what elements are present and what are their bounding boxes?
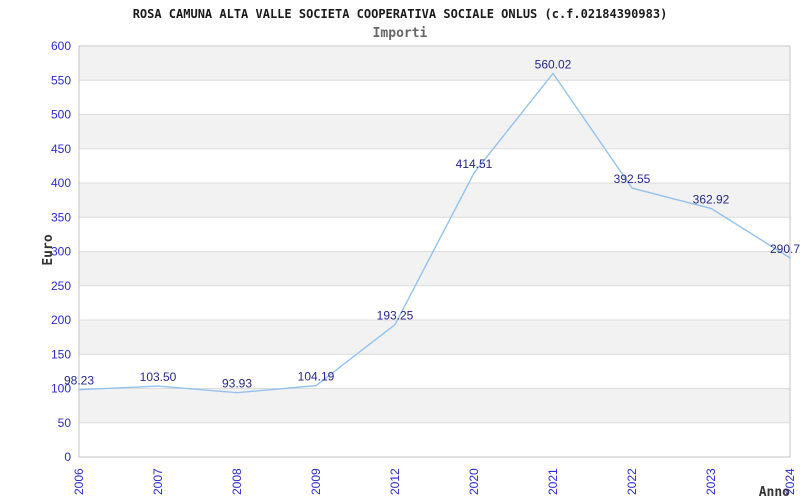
y-tick-label: 550 <box>51 73 71 87</box>
y-tick-label: 0 <box>64 450 71 464</box>
y-tick-label: 350 <box>51 210 71 224</box>
grid-band <box>79 320 790 355</box>
plot-border <box>78 45 791 458</box>
y-tick-label: 250 <box>51 279 71 293</box>
y-tick-label: 500 <box>51 108 71 122</box>
y-tick-label: 100 <box>51 382 71 396</box>
y-tick-label: 450 <box>51 142 71 156</box>
data-point-label: 93.93 <box>222 377 252 391</box>
x-tick-label: 2020 <box>467 468 481 495</box>
x-tick-label: 2024 <box>783 468 797 495</box>
x-tick-label: 2007 <box>151 468 165 495</box>
chart-title: ROSA CAMUNA ALTA VALLE SOCIETA COOPERATI… <box>132 7 668 21</box>
y-tick-label: 200 <box>51 313 71 327</box>
grid-band <box>79 46 790 81</box>
data-point-label: 392.55 <box>614 172 651 186</box>
y-tick-label: 600 <box>51 39 71 53</box>
data-point-label: 362.92 <box>693 192 730 206</box>
data-point-label: 193.25 <box>377 309 414 323</box>
x-tick-label: 2022 <box>625 468 639 495</box>
data-point-label: 103.50 <box>140 370 177 384</box>
data-point-label: 98.23 <box>64 374 94 388</box>
x-tick-label: 2008 <box>230 468 244 495</box>
point-label-layer: 98.23 103.50 93.93 104.19 193.25 414.51 560.02… <box>64 57 800 390</box>
chart-subtitle: Importi <box>372 26 428 41</box>
band-layer <box>79 46 790 423</box>
grid-band <box>79 388 790 423</box>
grid-band <box>79 251 790 286</box>
tick-label-layer: 0 50 100 150 200 250 300 350 400 450 500 550 600 2006… <box>51 39 797 495</box>
series-layer <box>78 72 791 394</box>
grid-band <box>79 183 790 218</box>
x-tick-label: 2009 <box>309 468 323 495</box>
x-axis-title: Anno <box>759 485 790 500</box>
gridline-layer <box>79 45 790 458</box>
data-point-label: 560.02 <box>535 57 572 71</box>
y-tick-label: 50 <box>58 416 72 430</box>
x-tick-label: 2021 <box>546 468 560 495</box>
x-tick-label: 2006 <box>72 468 86 495</box>
x-tick-label: 2023 <box>704 468 718 495</box>
data-point-label: 104.19 <box>298 370 335 384</box>
y-axis-title: Euro <box>41 234 56 265</box>
x-tick-label: 2012 <box>388 468 402 495</box>
y-tick-label: 400 <box>51 176 71 190</box>
series-line <box>78 72 791 394</box>
y-tick-label: 150 <box>51 347 71 361</box>
data-point-label: 414.51 <box>456 157 493 171</box>
y-tick-label: 300 <box>51 245 71 259</box>
data-point-label: 290.7 <box>770 242 800 256</box>
grid-band <box>79 114 790 149</box>
